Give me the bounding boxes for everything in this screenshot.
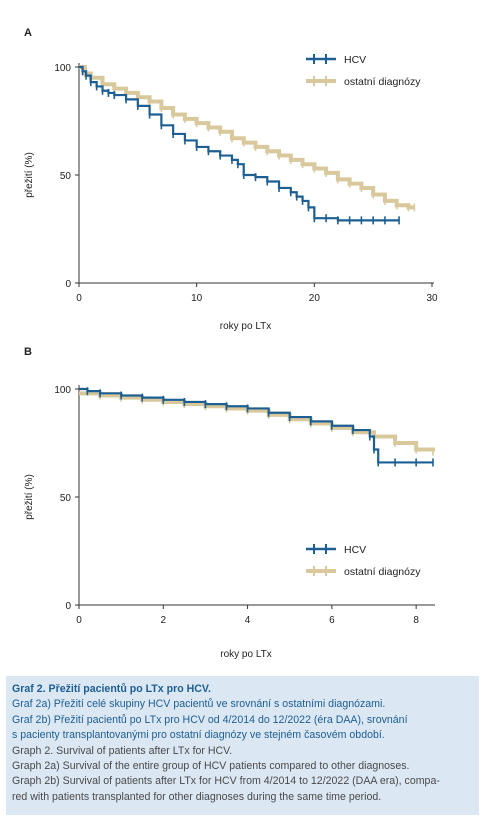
- figure-caption: Graf 2. Přežití pacientů po LTx pro HCV.…: [6, 676, 479, 816]
- chart-2-series-ostatni-line: [79, 391, 435, 452]
- chart-2-y-axis-label: přežití (%): [24, 474, 35, 520]
- caption-line-en-2: Graph 2a) Survival of the entire group o…: [12, 760, 410, 773]
- chart-2-x-tick-label: 0: [76, 615, 82, 626]
- chart-2-legend-hcv-label: HCV: [344, 544, 366, 556]
- caption-line-cz-2: Graf 2b) Přežití pacientů po LTx pro HCV…: [12, 713, 408, 726]
- chart-2-y-tick-label: 50: [60, 493, 72, 504]
- chart-2-x-axis-label: roky po LTx: [220, 649, 272, 660]
- chart-1-y-tick-label: 50: [60, 171, 72, 182]
- chart-2-series-hcv-line: [79, 387, 433, 464]
- chart-1-legend-ostatni-label: ostatní diagnózy: [344, 76, 421, 88]
- caption-line-cz-3: s pacienty transplantovanými pro ostatní…: [12, 729, 385, 742]
- chart-2-panel-label: B: [24, 346, 32, 358]
- charts-panel: A 0 50 100 0 10 20 30 roky po LTx přežití (%) HCV o…: [6, 6, 479, 670]
- chart-1-y-axis-label: přežití (%): [24, 152, 35, 198]
- chart-2-x-tick-label: 2: [161, 615, 167, 626]
- chart-1-x-tick-label: 30: [426, 293, 438, 304]
- chart-1-series-ostatni-line: [79, 65, 415, 210]
- chart-1-y-tick-label: 100: [54, 63, 71, 74]
- chart-1-x-tick-label: 10: [191, 293, 203, 304]
- caption-line-en-1: Graph 2. Survival of patients after LTx …: [12, 744, 233, 757]
- chart-2-y-tick-label: 0: [65, 601, 71, 612]
- chart-1-legend-hcv-label: HCV: [344, 54, 366, 66]
- chart-1-x-tick-label: 20: [309, 293, 321, 304]
- caption-title: Graf 2. Přežití pacientů po LTx pro HCV.: [12, 683, 211, 695]
- caption-line-en-4: red with patients transplanted for other…: [12, 790, 382, 803]
- caption-line-en-3: Graph 2b) Survival of patients after LTx…: [12, 775, 440, 788]
- chart-2-y-tick-label: 100: [54, 385, 71, 396]
- chart-1-panel-label: A: [24, 27, 32, 39]
- chart-1-x-axis-label: roky po LTx: [220, 321, 272, 332]
- chart-2-legend-ostatni-label: ostatní diagnózy: [344, 566, 421, 578]
- chart-2-x-tick-label: 8: [413, 615, 419, 626]
- chart-2-x-tick-label: 4: [245, 615, 251, 626]
- chart-1-x-tick-label: 0: [76, 293, 82, 304]
- chart-1-y-tick-label: 0: [65, 279, 71, 290]
- caption-line-cz-1: Graf 2a) Přežití celé skupiny HCV pacien…: [12, 698, 386, 711]
- chart-2-x-tick-label: 6: [329, 615, 335, 626]
